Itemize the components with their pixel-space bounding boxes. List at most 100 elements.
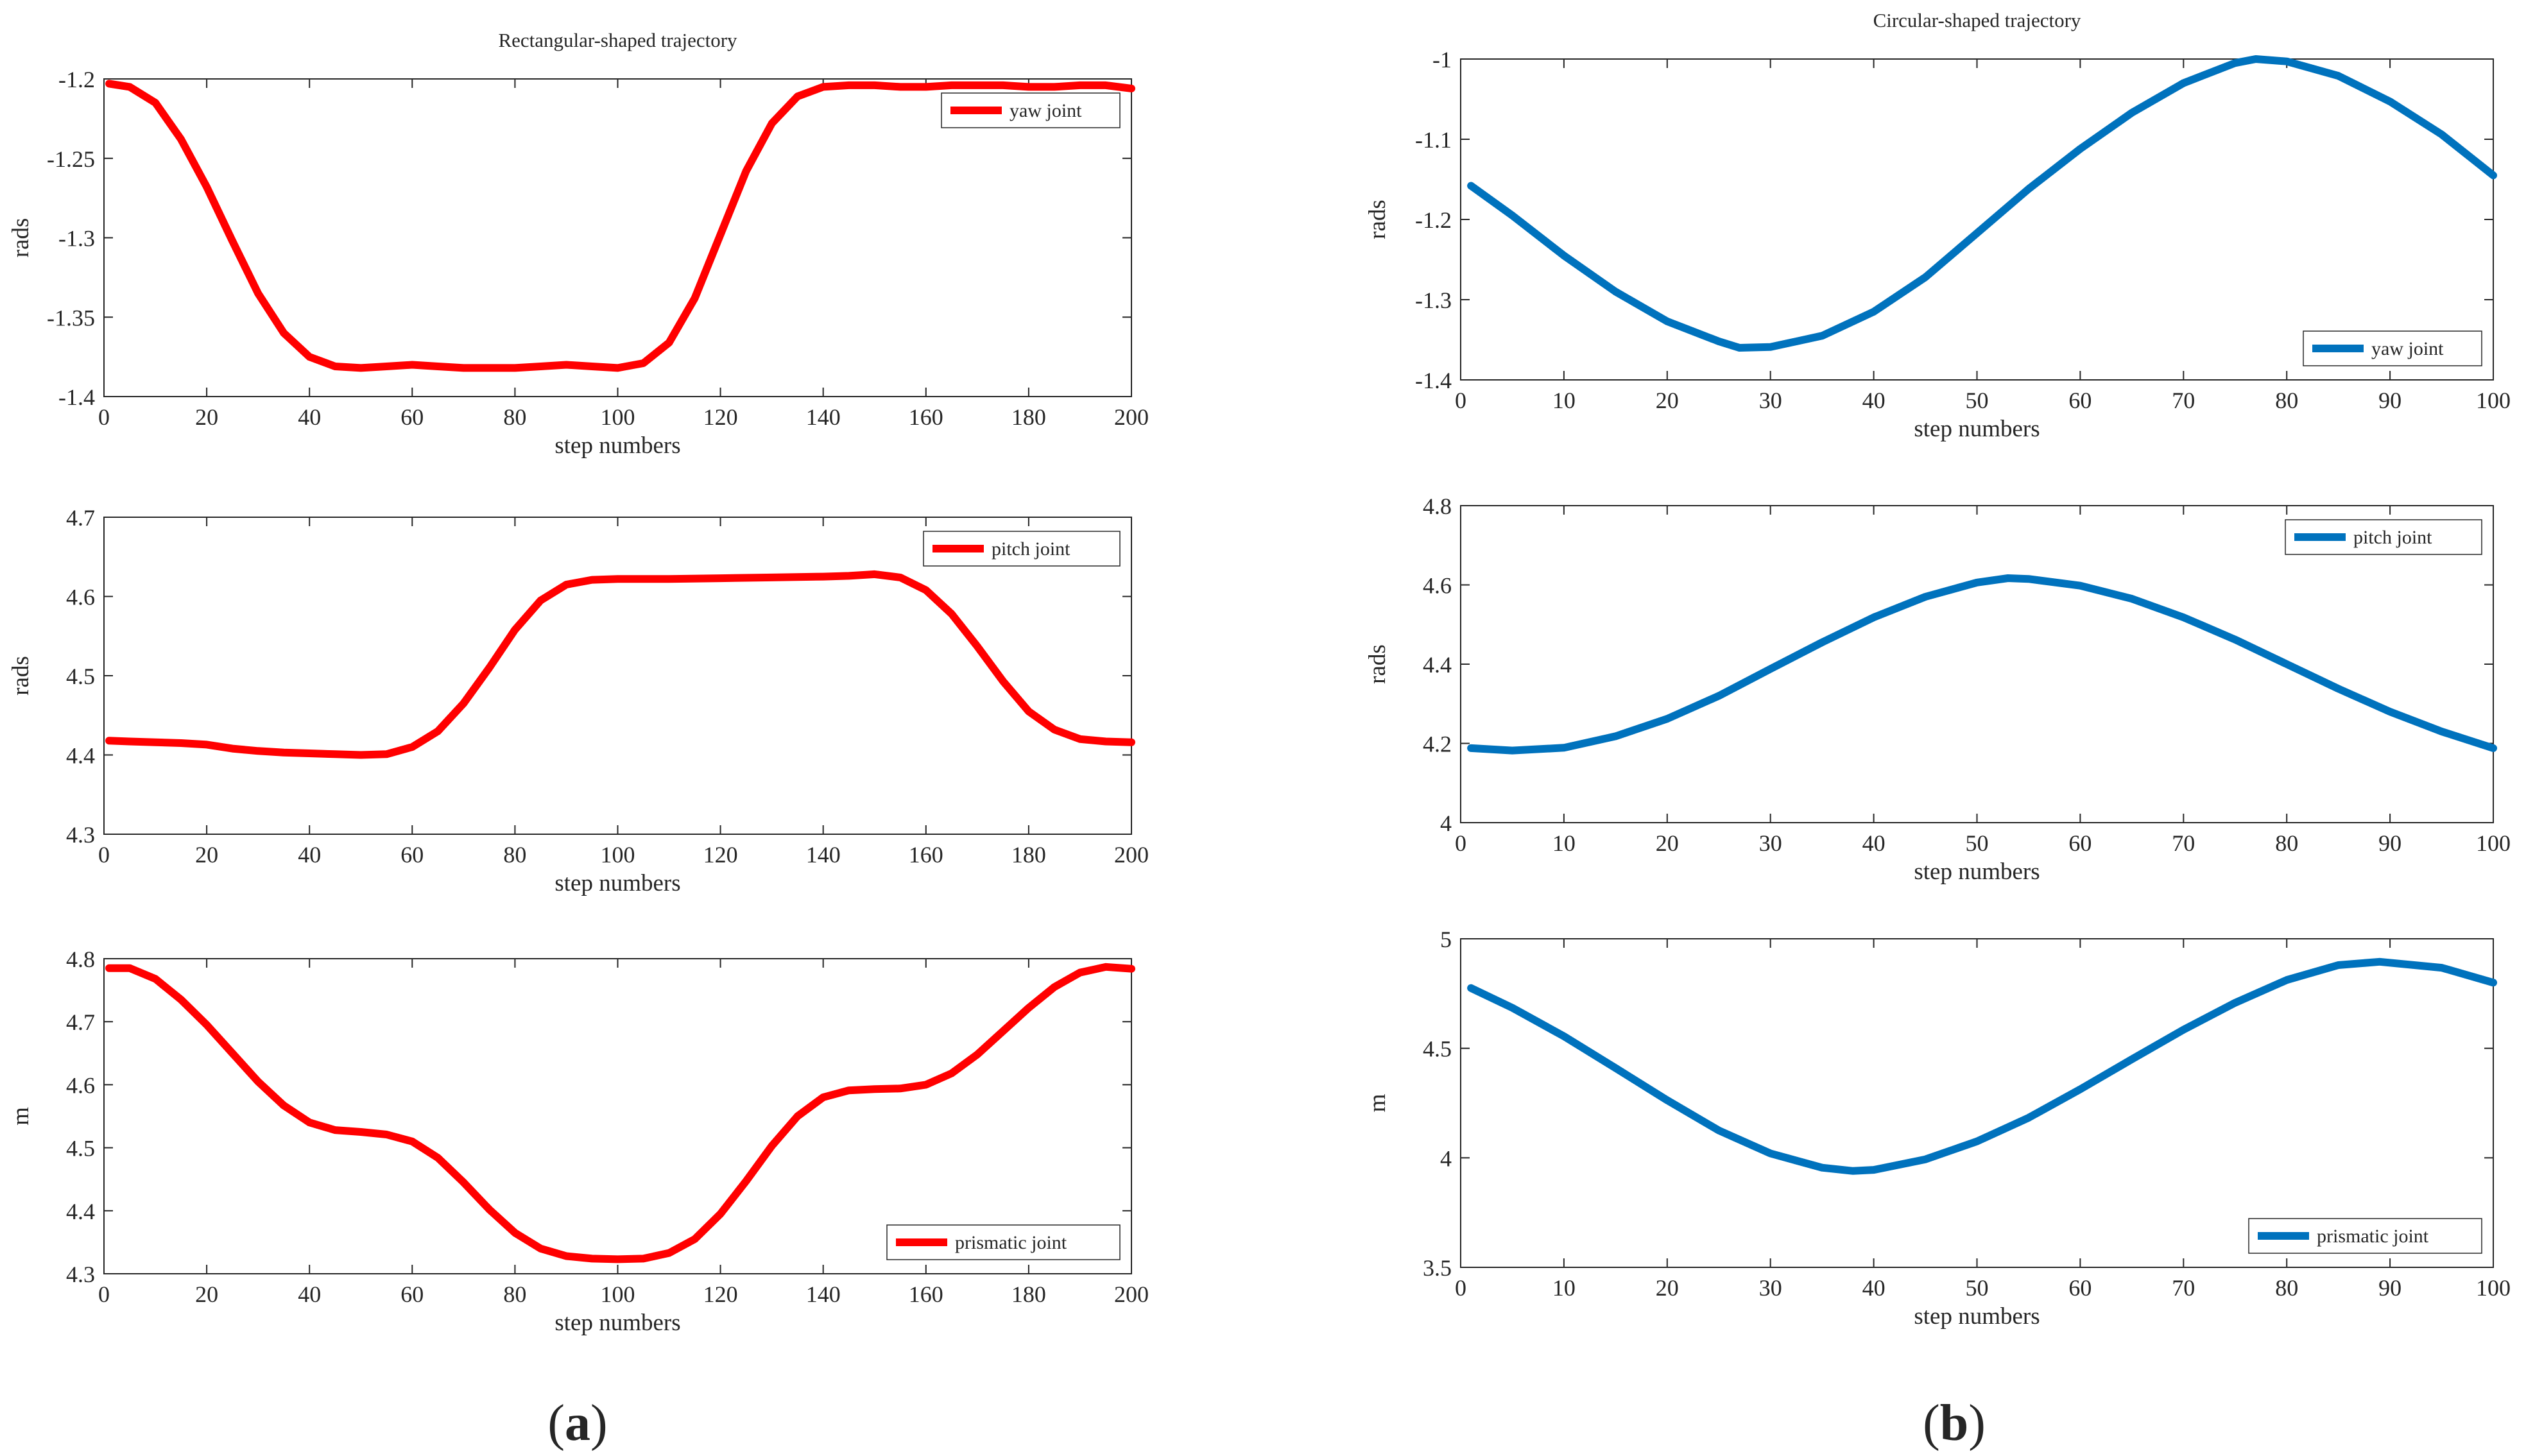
series-line [1467, 574, 2497, 755]
x-tick-label: 0 [98, 404, 110, 430]
x-tick-label: 80 [2275, 830, 2298, 856]
chart-title: Rectangular-shaped trajectory [498, 29, 737, 51]
x-tick-label: 200 [1114, 842, 1149, 868]
y-tick-label: -1.3 [1415, 287, 1452, 313]
y-axis-label: rads [1364, 200, 1391, 239]
y-tick-label: 4.7 [66, 1009, 95, 1035]
series-line [105, 963, 1135, 1263]
y-tick-label: 4.5 [66, 664, 95, 689]
x-tick-label: 20 [195, 1281, 218, 1307]
x-axis-label: step numbers [554, 433, 680, 459]
y-tick-label: 4.6 [1423, 573, 1452, 599]
x-tick-label: 140 [806, 1281, 841, 1307]
x-tick-label: 70 [2172, 830, 2195, 856]
x-tick-label: 40 [1862, 1275, 1886, 1301]
plot-frame [1460, 58, 2494, 381]
y-tick-label: 5 [1440, 927, 1452, 952]
plot-frame [1460, 938, 2494, 1268]
y-tick-label: 4.8 [1423, 493, 1452, 519]
x-tick-label: 90 [2378, 830, 2401, 856]
x-axis-label: step numbers [1914, 859, 2040, 885]
x-tick-label: 30 [1759, 1275, 1782, 1301]
y-tick-label: -1.2 [58, 67, 95, 92]
chart-a2: 0 20 40 60 80 100 120 140 160 180 200 4.3 4.4 4.5 4.6 4… [8, 505, 1149, 896]
x-tick-label: 10 [1552, 388, 1576, 413]
y-tick-label: 4.3 [66, 822, 95, 848]
y-axis-label: m [8, 1107, 34, 1126]
y-tick-label: 4 [1440, 810, 1452, 836]
plot-frame [1460, 505, 2494, 823]
x-tick-label: 140 [806, 842, 841, 868]
x-tick-label: 180 [1011, 404, 1046, 430]
series-line [1467, 55, 2497, 352]
x-tick-label: 100 [2476, 830, 2511, 856]
x-tick-label: 180 [1011, 842, 1046, 868]
x-tick-label: 20 [1656, 830, 1679, 856]
x-axis-label: step numbers [554, 1310, 680, 1336]
legend: prismatic joint [2248, 1218, 2482, 1254]
series-line [105, 570, 1135, 759]
x-tick-label: 120 [703, 842, 738, 868]
x-tick-label: 90 [2378, 388, 2401, 413]
chart-b3: 0 10 20 30 40 50 60 70 80 90 100 3.5 4 4.5 5 step numbe… [1364, 927, 2511, 1330]
y-tick-label: 4.6 [66, 585, 95, 610]
x-tick-label: 10 [1552, 830, 1576, 856]
x-tick-label: 60 [2068, 830, 2092, 856]
x-tick-label: 70 [2172, 388, 2195, 413]
x-tick-label: 60 [400, 404, 424, 430]
x-tick-label: 20 [195, 842, 218, 868]
legend-label: yaw joint [2371, 338, 2444, 359]
x-tick-label: 20 [1656, 1275, 1679, 1301]
x-tick-label: 100 [601, 842, 635, 868]
x-tick-label: 80 [2275, 388, 2298, 413]
legend: yaw joint [2303, 330, 2482, 366]
x-tick-label: 30 [1759, 830, 1782, 856]
y-axis-label: m [1364, 1093, 1391, 1112]
chart-title: Circular-shaped trajectory [1873, 9, 2081, 31]
x-tick-label: 80 [503, 1281, 526, 1307]
y-tick-label: -1.4 [58, 384, 95, 410]
x-tick-label: 0 [98, 1281, 110, 1307]
x-tick-label: 60 [400, 842, 424, 868]
x-tick-label: 70 [2172, 1275, 2195, 1301]
y-axis-label: rads [8, 656, 34, 696]
x-tick-label: 80 [503, 842, 526, 868]
x-tick-label: 30 [1759, 388, 1782, 413]
x-tick-label: 80 [2275, 1275, 2298, 1301]
x-tick-label: 50 [1966, 1275, 1989, 1301]
y-axis-label: rads [1364, 644, 1391, 684]
y-tick-label: -1.25 [47, 146, 95, 172]
y-tick-label: 4.3 [66, 1262, 95, 1287]
series-line [105, 80, 1135, 372]
y-tick-label: -1.1 [1415, 127, 1452, 153]
chart-b2: 0 10 20 30 40 50 60 70 80 90 100 4 4.2 4.4 4.6 4.8 step … [1364, 493, 2511, 885]
x-tick-label: 0 [1455, 830, 1466, 856]
x-tick-label: 20 [195, 404, 218, 430]
legend: pitch joint [2285, 519, 2482, 555]
y-axis-label: rads [8, 218, 34, 258]
y-tick-label: -1.3 [58, 226, 95, 252]
plot-frame [103, 958, 1132, 1274]
x-tick-label: 160 [909, 404, 943, 430]
x-tick-label: 60 [400, 1281, 424, 1307]
y-tick-label: 4.7 [66, 505, 95, 531]
x-tick-label: 0 [98, 842, 110, 868]
x-axis-label: step numbers [1914, 1303, 2040, 1330]
x-tick-label: 50 [1966, 388, 1989, 413]
legend: pitch joint [923, 531, 1121, 567]
y-tick-label: -1 [1432, 47, 1452, 73]
y-tick-label: -1.2 [1415, 207, 1452, 233]
x-tick-label: 100 [2476, 1275, 2511, 1301]
panel-label-a: (a) [547, 1395, 607, 1452]
x-tick-label: 160 [909, 1281, 943, 1307]
x-tick-label: 40 [298, 1281, 321, 1307]
x-tick-label: 100 [601, 1281, 635, 1307]
y-tick-label: 4.5 [1423, 1036, 1452, 1062]
y-tick-label: 4.4 [66, 1199, 95, 1224]
x-axis-label: step numbers [554, 870, 680, 896]
x-tick-label: 90 [2378, 1275, 2401, 1301]
legend-label: prismatic joint [2317, 1226, 2429, 1247]
x-tick-label: 0 [1455, 1275, 1466, 1301]
x-axis-label: step numbers [1914, 416, 2040, 442]
